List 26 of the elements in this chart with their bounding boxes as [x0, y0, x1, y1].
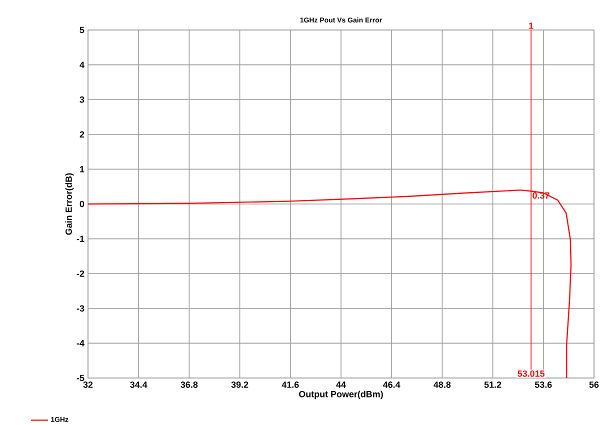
x-tick-label: 39.2	[231, 382, 248, 388]
x-tick-label: 36.8	[180, 382, 198, 388]
annotation: 53.015	[518, 370, 545, 377]
y-tick-label: -5	[76, 374, 84, 382]
y-tick-label: -4	[76, 340, 84, 346]
x-tick-label: 53.6	[534, 382, 552, 388]
x-axis-title: Output Power(dBm)	[299, 390, 383, 400]
y-tick-label: -1	[76, 236, 84, 242]
text: 1	[529, 22, 534, 29]
y-tick-label: 5	[80, 26, 84, 34]
x-tick-label: 41.6	[282, 382, 299, 388]
x-tick-label: 51.2	[484, 382, 502, 388]
y-tick-label: 3	[80, 96, 84, 103]
x-tick-label: 32	[83, 382, 93, 388]
y-axis-title: Gain Error(dB)	[65, 173, 74, 235]
y-tick-label: -2	[76, 270, 84, 277]
x-tick-label: 44	[336, 382, 346, 388]
y-tick-label: 1	[80, 166, 84, 172]
y-tick-label: 4	[80, 62, 84, 68]
y-tick-label: 2	[80, 131, 84, 138]
y-tick-label: -3	[76, 305, 84, 312]
x-tick-label: 34.4	[130, 382, 148, 388]
y-tick-label: 0	[80, 200, 84, 208]
x-tick-label: 56	[589, 382, 599, 388]
x-tick-label: 46.4	[383, 382, 400, 388]
x-tick-label: 48.8	[434, 382, 451, 388]
